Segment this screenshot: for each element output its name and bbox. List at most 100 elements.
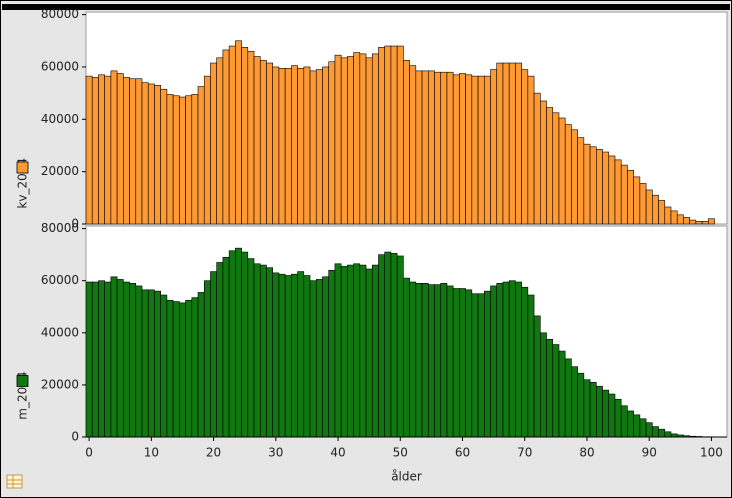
bar	[185, 95, 193, 225]
bar	[278, 67, 286, 225]
bar	[390, 253, 398, 438]
bar	[471, 75, 479, 225]
bar	[154, 84, 161, 225]
bar	[596, 385, 603, 438]
bar	[340, 266, 348, 438]
bar	[527, 75, 535, 225]
y-tick-label: 40000	[41, 112, 79, 126]
bar	[235, 247, 242, 438]
bar	[91, 281, 99, 438]
bar	[378, 254, 386, 438]
bar	[340, 57, 348, 225]
bar	[564, 358, 572, 438]
bar	[577, 372, 585, 438]
bar	[272, 66, 280, 225]
bar	[259, 60, 267, 225]
bar	[452, 74, 460, 225]
bar	[247, 50, 255, 225]
bar	[228, 45, 236, 225]
bar	[608, 393, 616, 438]
bar	[614, 398, 622, 438]
x-tick-label: 70	[517, 446, 532, 460]
x-tick-label: 30	[268, 446, 283, 460]
bar	[203, 280, 211, 438]
bar	[564, 124, 572, 225]
bar	[322, 276, 330, 438]
bar	[614, 159, 622, 225]
bar	[347, 264, 354, 438]
bar	[446, 285, 454, 438]
bar	[172, 301, 180, 438]
bar	[421, 283, 429, 438]
bar	[471, 293, 479, 438]
bar	[147, 289, 155, 438]
bar	[334, 54, 342, 225]
bar	[533, 92, 541, 225]
bar	[129, 78, 137, 225]
y-tick-label: 60000	[41, 59, 79, 73]
bar	[284, 67, 292, 225]
bar	[440, 283, 448, 438]
bar	[583, 379, 591, 438]
bar	[415, 70, 423, 225]
bar	[303, 275, 311, 438]
bar	[465, 74, 473, 225]
bar	[403, 277, 410, 438]
bar	[695, 221, 703, 225]
bar	[85, 75, 93, 225]
bar	[334, 263, 342, 438]
bar	[508, 280, 516, 438]
bar	[546, 339, 554, 438]
bar	[390, 45, 398, 225]
bar	[533, 315, 541, 438]
bar	[627, 170, 634, 225]
y-tick-label: 0	[71, 217, 79, 231]
bar	[708, 218, 715, 225]
bar	[347, 56, 354, 225]
bar	[496, 283, 504, 438]
bar	[627, 410, 634, 438]
bar	[459, 73, 466, 225]
bar	[378, 47, 386, 225]
bar	[645, 422, 653, 438]
bar	[596, 149, 603, 225]
bar	[98, 74, 105, 225]
bar	[147, 83, 155, 225]
bar	[558, 117, 566, 225]
bar	[85, 281, 93, 438]
bar	[116, 279, 124, 438]
bar	[353, 52, 361, 225]
bar	[540, 332, 547, 438]
y-tick-label: 40000	[41, 325, 79, 339]
bar	[216, 262, 224, 438]
bar	[571, 129, 578, 225]
bar	[540, 100, 547, 225]
x-tick-label: 60	[455, 446, 470, 460]
bar	[322, 66, 330, 225]
bar	[639, 418, 647, 438]
bar	[683, 217, 690, 225]
bar	[508, 62, 516, 225]
bar	[185, 299, 193, 438]
bar	[396, 45, 404, 225]
bar	[172, 95, 180, 225]
bar	[384, 251, 392, 438]
x-tick-label: 90	[642, 446, 657, 460]
bar	[98, 280, 105, 438]
bar	[427, 70, 435, 225]
bar	[166, 94, 174, 225]
x-tick-label: 10	[144, 446, 159, 460]
bar	[266, 62, 273, 225]
bar	[477, 293, 485, 438]
y-tick-label: 20000	[41, 377, 79, 391]
bar	[452, 288, 460, 438]
bar	[309, 280, 317, 438]
bar	[91, 77, 99, 225]
bar	[241, 251, 249, 438]
bar	[291, 273, 298, 438]
y-tick-label: 80000	[41, 7, 79, 21]
bar	[222, 256, 230, 438]
bar	[577, 137, 585, 225]
bar	[465, 289, 473, 438]
bar	[571, 366, 578, 438]
